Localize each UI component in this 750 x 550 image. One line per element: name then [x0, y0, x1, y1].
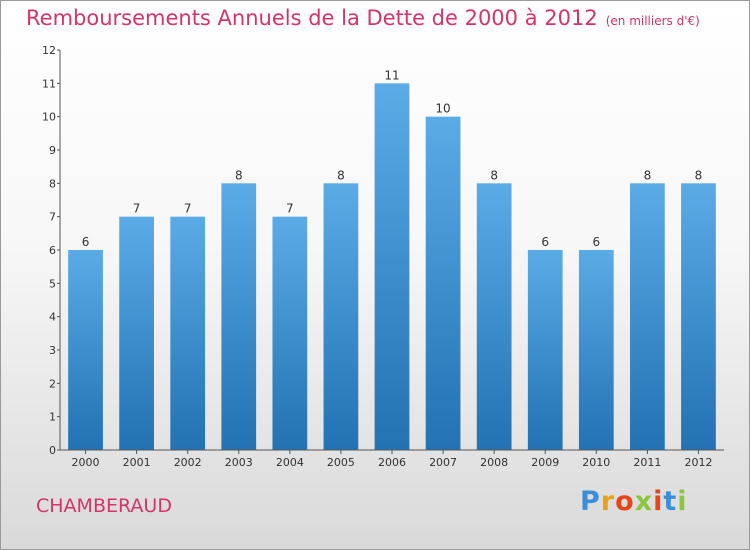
- y-tick-label: 8: [49, 177, 56, 190]
- bar-2011: [630, 183, 665, 451]
- y-tick-label: 12: [42, 44, 56, 57]
- logo-letter: i: [653, 486, 664, 517]
- y-tick-label: 3: [49, 344, 56, 357]
- x-tick-label-2011: 2011: [633, 456, 661, 469]
- data-label-2009: 6: [541, 235, 549, 249]
- x-tick-label-2006: 2006: [378, 456, 406, 469]
- bar-2000: [68, 250, 103, 450]
- y-tick-label: 6: [49, 244, 56, 257]
- bar-2005: [323, 183, 359, 451]
- bar-2012: [681, 183, 716, 451]
- bar-2006: [374, 83, 410, 450]
- y-tick-label: 4: [49, 311, 56, 324]
- logo-letter: x: [634, 486, 654, 517]
- logo-letter: o: [615, 486, 635, 517]
- bar-2004: [272, 216, 308, 450]
- y-tick-label: 0: [49, 444, 56, 457]
- data-label-2006: 11: [384, 68, 399, 82]
- bar-2001: [119, 216, 154, 450]
- logo-letter: t: [663, 486, 678, 517]
- bar-2010: [578, 250, 614, 450]
- bar-2003: [221, 183, 257, 451]
- logo-letter: P: [580, 486, 601, 517]
- bar-2007: [425, 116, 461, 451]
- y-tick-label: 1: [49, 411, 56, 424]
- x-tick-label-2008: 2008: [480, 456, 508, 469]
- y-tick-label: 9: [49, 144, 56, 157]
- data-label-2010: 6: [592, 235, 600, 249]
- x-tick-label-2009: 2009: [531, 456, 559, 469]
- bar-2009: [527, 250, 563, 450]
- data-label-2012: 8: [695, 168, 703, 182]
- x-tick-label-2004: 2004: [276, 456, 304, 469]
- chart-unit: (en milliers d'€): [605, 14, 700, 28]
- y-tick-label: 2: [49, 377, 56, 390]
- commune-name: CHAMBERAUD: [36, 495, 172, 517]
- x-axis: 2000 2001 2002 2003 2004 2005 2006 2007 2008 2009…: [60, 449, 724, 469]
- x-tick-label-2002: 2002: [174, 456, 202, 469]
- bars: 6 7 7 8 7 8 11 10 8 6 6 8 8: [68, 68, 716, 451]
- data-label-2002: 7: [184, 202, 192, 216]
- bar-2008: [476, 183, 512, 451]
- logo-letter: r: [600, 486, 616, 517]
- y-tick-label: 7: [49, 211, 56, 224]
- data-label-2011: 8: [644, 168, 652, 182]
- data-label-2001: 7: [133, 202, 141, 216]
- x-tick-label-2005: 2005: [327, 456, 355, 469]
- y-tick-label: 5: [49, 277, 56, 290]
- x-tick-label-2001: 2001: [123, 456, 151, 469]
- data-label-2000: 6: [82, 235, 90, 249]
- bar-2002: [170, 216, 206, 450]
- data-label-2004: 7: [286, 202, 294, 216]
- chart-title-text: Remboursements Annuels de la Dette de 20…: [26, 6, 598, 30]
- y-tick-label: 11: [42, 77, 56, 90]
- x-tick-label-2012: 2012: [684, 456, 712, 469]
- x-tick-label-2003: 2003: [225, 456, 253, 469]
- data-label-2005: 8: [337, 168, 345, 182]
- y-tick-label: 10: [42, 111, 56, 124]
- data-label-2003: 8: [235, 168, 243, 182]
- chart-title: Remboursements Annuels de la Dette de 20…: [26, 6, 700, 30]
- x-tick-label-2000: 2000: [72, 456, 100, 469]
- x-tick-label-2007: 2007: [429, 456, 457, 469]
- data-label-2008: 8: [490, 168, 498, 182]
- data-label-2007: 10: [435, 102, 450, 116]
- x-tick-label-2010: 2010: [582, 456, 610, 469]
- logo-letter: i: [677, 486, 688, 517]
- proxiti-logo[interactable]: Proxiti: [580, 486, 688, 517]
